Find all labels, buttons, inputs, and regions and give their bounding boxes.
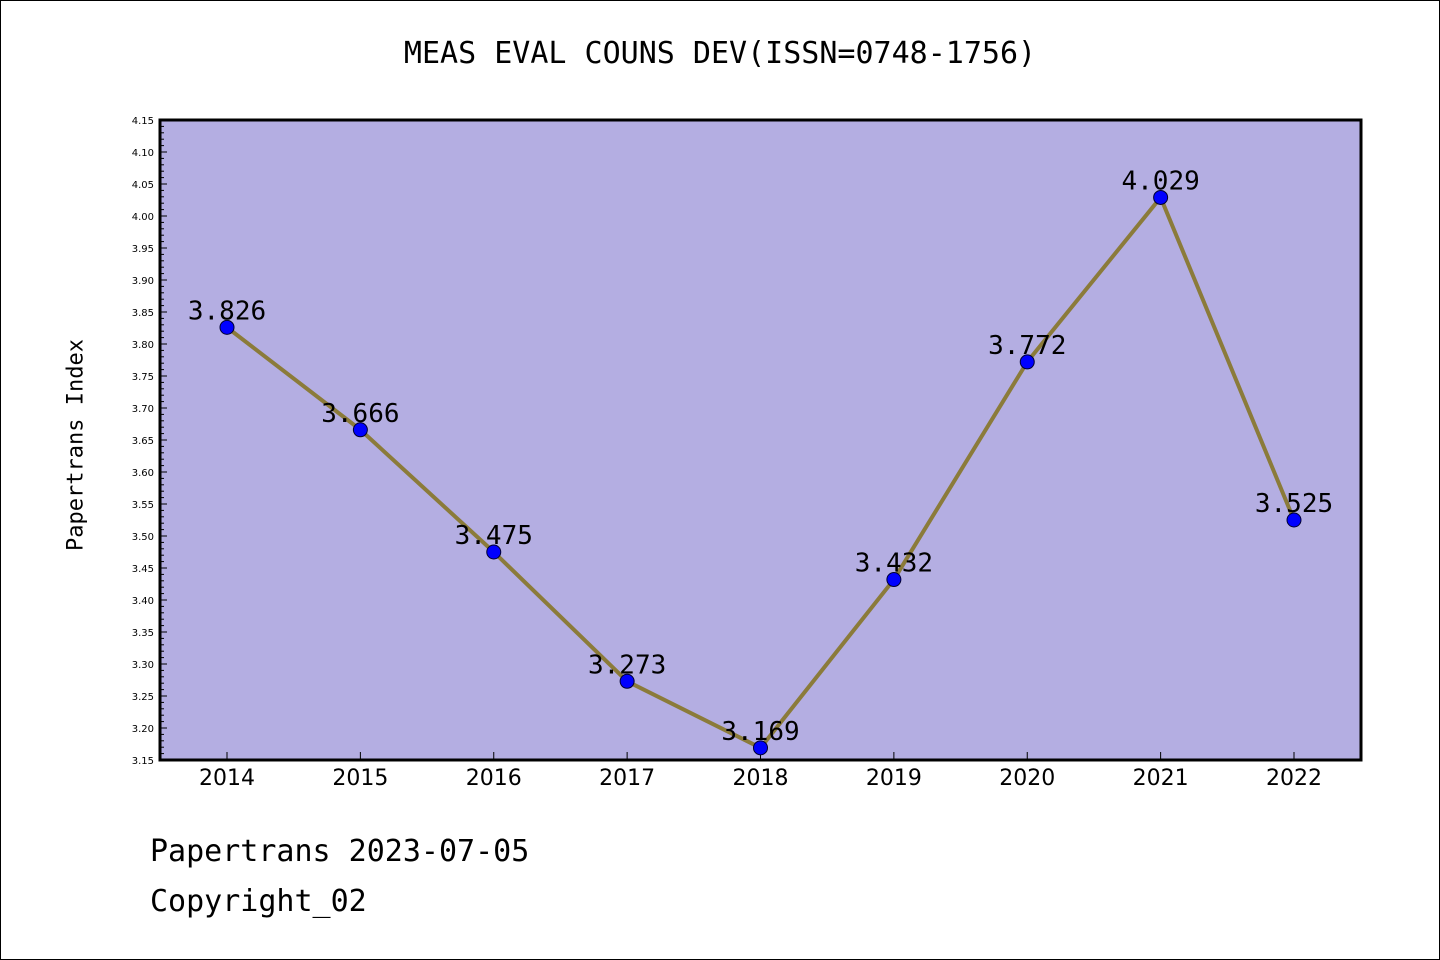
data-point xyxy=(1019,354,1035,370)
data-label: 3.169 xyxy=(721,717,799,747)
footer-date: Papertrans 2023-07-05 xyxy=(150,834,530,869)
y-tick-label: 3.65 xyxy=(132,436,154,447)
data-label: 3.432 xyxy=(855,549,933,579)
x-tick-label: 2020 xyxy=(999,766,1055,791)
y-tick-label: 3.20 xyxy=(132,724,154,735)
data-point xyxy=(619,673,635,689)
x-tick-label: 2021 xyxy=(1133,766,1189,791)
x-tick-label: 2016 xyxy=(466,766,522,791)
y-tick-label: 3.25 xyxy=(132,692,154,703)
data-point xyxy=(1153,189,1169,205)
y-tick-label: 4.00 xyxy=(132,212,154,223)
y-tick-label: 3.50 xyxy=(132,532,154,543)
x-tick-label: 2019 xyxy=(866,766,922,791)
y-tick-label: 4.10 xyxy=(132,148,154,159)
y-tick-label: 3.45 xyxy=(132,564,154,575)
data-label: 3.826 xyxy=(188,296,266,326)
data-label: 3.273 xyxy=(588,650,666,680)
y-tick-label: 3.30 xyxy=(132,660,154,671)
x-tick-label: 2014 xyxy=(199,766,255,791)
y-tick-label: 3.35 xyxy=(132,628,154,639)
y-tick-label: 3.55 xyxy=(132,500,154,511)
y-tick-label: 4.05 xyxy=(132,180,154,191)
y-tick-label: 3.85 xyxy=(132,308,154,319)
data-label: 3.525 xyxy=(1255,489,1333,519)
plot-area xyxy=(160,120,1361,760)
y-tick-label: 3.75 xyxy=(132,372,154,383)
y-tick-label: 3.80 xyxy=(132,340,154,351)
y-tick-label: 3.90 xyxy=(132,276,154,287)
x-tick-label: 2018 xyxy=(733,766,789,791)
plot-border xyxy=(158,118,1363,762)
y-tick-label: 3.60 xyxy=(132,468,154,479)
data-point xyxy=(352,422,368,438)
data-label: 3.475 xyxy=(455,521,533,551)
data-label: 3.666 xyxy=(321,399,399,429)
data-label: 3.772 xyxy=(988,331,1066,361)
data-point xyxy=(1286,512,1302,528)
y-tick-label: 3.70 xyxy=(132,404,154,415)
y-tick-label: 3.15 xyxy=(132,756,154,767)
y-tick-label: 4.15 xyxy=(132,116,154,127)
data-point xyxy=(753,740,768,756)
chart-title: MEAS EVAL COUNS DEV(ISSN=0748-1756) xyxy=(403,36,1037,71)
data-label: 4.029 xyxy=(1121,166,1199,196)
data-point xyxy=(886,572,902,588)
x-tick-label: 2017 xyxy=(599,766,655,791)
data-point xyxy=(219,319,235,335)
x-tick-label: 2022 xyxy=(1266,766,1322,791)
x-tick-label: 2015 xyxy=(332,766,388,791)
y-tick-label: 3.40 xyxy=(132,596,154,607)
data-point xyxy=(486,544,502,560)
footer-copyright: Copyright_02 xyxy=(150,884,367,919)
y-tick-label: 3.95 xyxy=(132,244,154,255)
